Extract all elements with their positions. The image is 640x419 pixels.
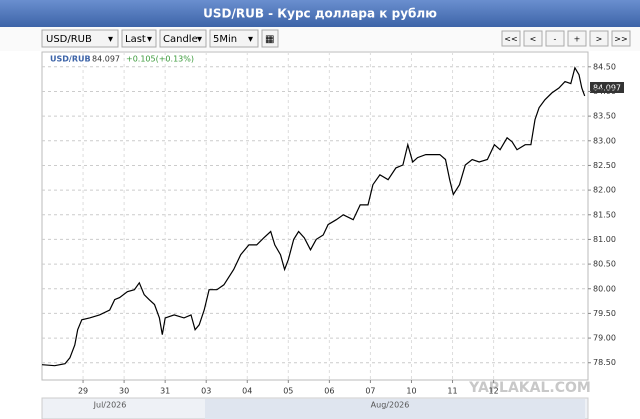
symbol: USD/RUB xyxy=(46,34,92,45)
nav-button[interactable]: + xyxy=(567,30,587,47)
y-tick-label: 83.50 xyxy=(593,112,616,121)
button-bg xyxy=(567,30,587,47)
x-tick-label: 06 xyxy=(324,387,334,396)
interval-select[interactable]: 5Min ▾ xyxy=(209,29,259,48)
x-tick-label: 29 xyxy=(78,387,88,396)
last-value-tag: 84.097 xyxy=(593,84,621,93)
x-tick-label: 31 xyxy=(160,387,170,396)
x-tick-label: 05 xyxy=(283,387,293,396)
y-tick-label: 80.00 xyxy=(593,284,616,293)
y-tick-label: 81.00 xyxy=(593,235,616,244)
x-tick-label: 11 xyxy=(447,387,457,396)
title: USD/RUB - Курс доллара к рублю xyxy=(203,7,437,21)
x-tick-label: 30 xyxy=(119,387,129,396)
plot-area xyxy=(41,51,589,381)
nav-button[interactable]: - xyxy=(545,30,565,47)
y-tick-label: 81.50 xyxy=(593,210,616,219)
button-label: > xyxy=(596,35,603,44)
arrow: ▾ xyxy=(147,34,152,45)
x-tick-label: 07 xyxy=(365,387,375,396)
x-tick-label: 04 xyxy=(242,387,252,396)
y-tick-label: 83.00 xyxy=(593,136,616,145)
y-tick-label: 79.00 xyxy=(593,334,616,343)
button-bg xyxy=(501,30,521,47)
price: Last xyxy=(125,34,146,45)
button-bg xyxy=(545,30,565,47)
table-button[interactable]: ▦ xyxy=(261,29,279,48)
x-tick-label: 10 xyxy=(406,387,416,396)
y-tick-label: 80.50 xyxy=(593,260,616,269)
button-bg xyxy=(589,30,609,47)
y-tick-label: 78.50 xyxy=(593,358,616,367)
last-value: 84.097 xyxy=(92,55,120,64)
title-bar xyxy=(0,0,640,27)
button-bg xyxy=(523,30,543,47)
legend-symbol: USD/RUB xyxy=(50,55,91,64)
style: Candle xyxy=(163,34,198,45)
price-select[interactable]: Last ▾ xyxy=(121,29,157,48)
arrow: ▾ xyxy=(108,34,113,45)
watermark: YAPLAKAL.COM xyxy=(468,380,591,396)
button-label: >> xyxy=(614,35,627,44)
button-label: << xyxy=(504,35,517,44)
button-label: - xyxy=(554,35,557,44)
nav-button[interactable]: >> xyxy=(611,30,631,47)
nav-button[interactable]: > xyxy=(589,30,609,47)
price-line xyxy=(41,66,586,367)
x-tick-label: 12 xyxy=(488,387,498,396)
navigator-window[interactable] xyxy=(205,399,585,419)
last-value-box xyxy=(590,82,624,93)
nav-button[interactable]: < xyxy=(523,30,543,47)
month-label: Aug/2026 xyxy=(371,401,410,410)
icon: ▦ xyxy=(265,34,274,45)
y-tick-label: 82.50 xyxy=(593,161,616,170)
button-bg xyxy=(611,30,631,47)
interval: 5Min xyxy=(213,34,237,45)
y-tick-label: 84.50 xyxy=(593,62,616,71)
button-label: + xyxy=(574,35,581,44)
x-tick-label: 03 xyxy=(201,387,211,396)
change: +0.105(+0.13%) xyxy=(126,55,194,64)
style-select[interactable]: Candle ▾ xyxy=(159,29,207,48)
arrow: ▾ xyxy=(248,34,253,45)
y-tick-label: 79.50 xyxy=(593,309,616,318)
y-tick-label: 84.00 xyxy=(593,87,616,96)
y-tick-label: 82.00 xyxy=(593,186,616,195)
nav-button[interactable]: << xyxy=(501,30,521,47)
symbol-select[interactable]: USD/RUB ▾ xyxy=(41,29,119,48)
month-label: Jul/2026 xyxy=(93,401,127,410)
button-label: < xyxy=(530,35,537,44)
arrow: ▾ xyxy=(197,34,202,45)
